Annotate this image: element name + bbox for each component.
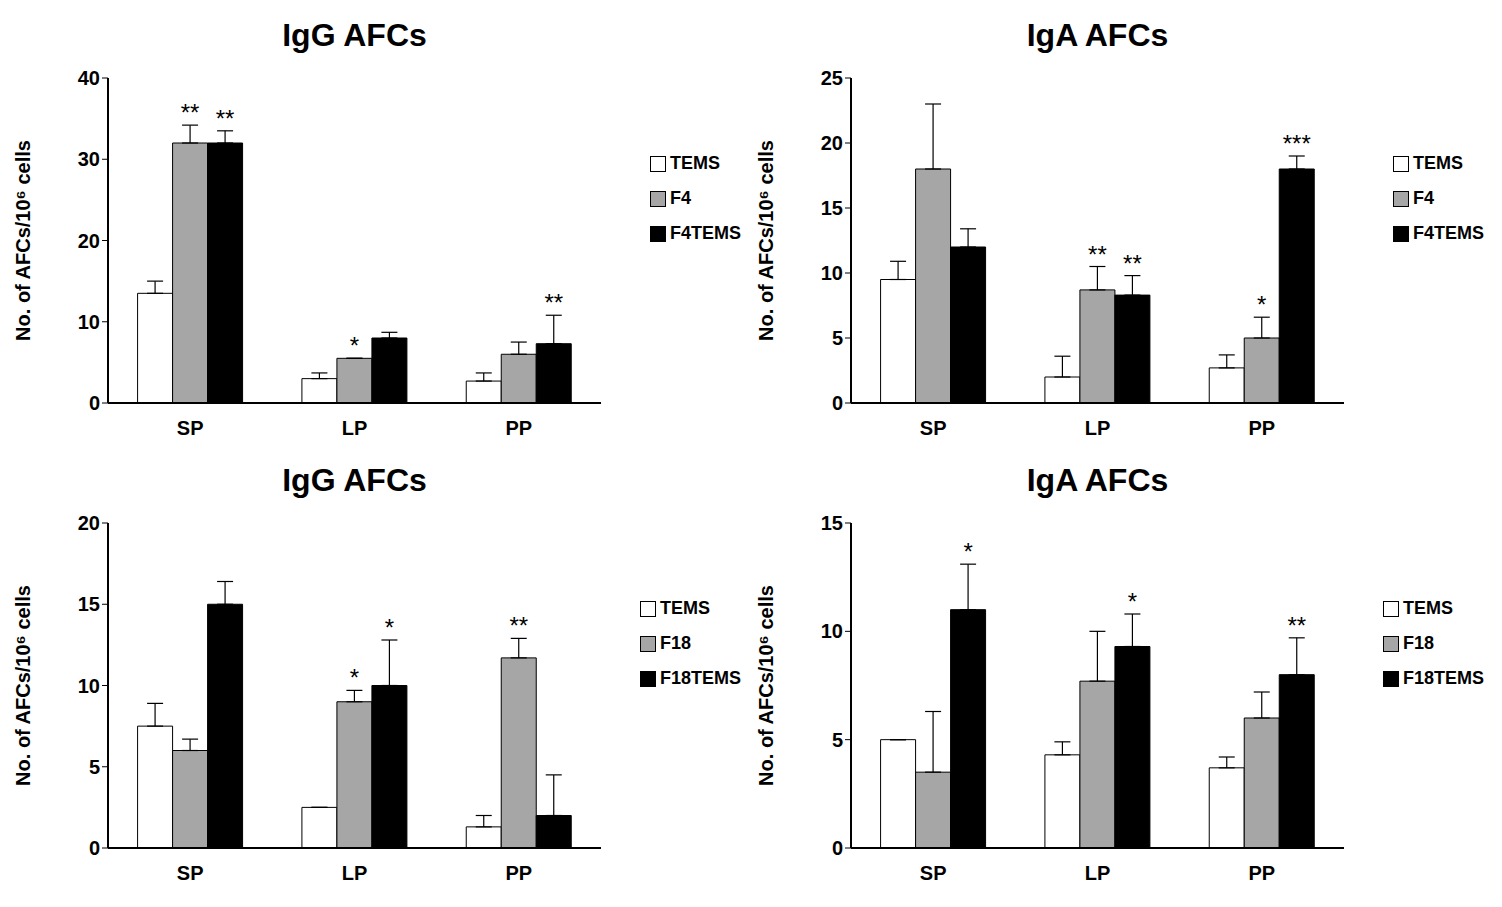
svg-text:SP: SP (920, 417, 947, 439)
svg-text:0: 0 (832, 837, 843, 859)
svg-text:10: 10 (78, 311, 100, 333)
html-text:F4TEMS: F4TEMS (1413, 223, 1484, 243)
svg-text:**: ** (544, 289, 563, 316)
svg-text:**: ** (509, 612, 528, 639)
svg-text:*: * (350, 332, 359, 359)
svg-text:No. of AFCs/10⁶ cells: No. of AFCs/10⁶ cells (12, 585, 34, 786)
svg-text:*: * (1128, 588, 1137, 615)
html-text:F18: F18 (1403, 633, 1434, 653)
svg-text:No. of AFCs/10⁶ cells: No. of AFCs/10⁶ cells (12, 140, 34, 341)
svg-text:*: * (963, 538, 972, 565)
svg-text:***: *** (1283, 130, 1311, 157)
svg-text:30: 30 (78, 148, 100, 170)
svg-text:SP: SP (177, 862, 204, 884)
svg-text:10: 10 (78, 675, 100, 697)
html-text:F4TEMS: F4TEMS (670, 223, 741, 243)
svg-text:SP: SP (920, 862, 947, 884)
svg-text:PP: PP (1248, 417, 1275, 439)
svg-text:LP: LP (1085, 417, 1111, 439)
html-text:IgG AFCs: IgG AFCs (282, 17, 427, 53)
svg-text:15: 15 (821, 197, 843, 219)
svg-text:No. of AFCs/10⁶ cells: No. of AFCs/10⁶ cells (755, 140, 777, 341)
svg-text:*: * (1257, 291, 1266, 318)
svg-text:40: 40 (78, 67, 100, 89)
svg-text:0: 0 (832, 392, 843, 414)
svg-text:5: 5 (832, 729, 843, 751)
svg-text:**: ** (1088, 241, 1107, 268)
svg-text:SP: SP (177, 417, 204, 439)
svg-text:No. of AFCs/10⁶ cells: No. of AFCs/10⁶ cells (755, 585, 777, 786)
svg-text:LP: LP (342, 417, 368, 439)
html-text:IgA AFCs: IgA AFCs (1026, 462, 1169, 498)
svg-text:**: ** (216, 105, 235, 132)
svg-text:**: ** (181, 99, 200, 126)
svg-text:LP: LP (1085, 862, 1111, 884)
svg-text:10: 10 (821, 620, 843, 642)
html-text:F4: F4 (1413, 188, 1434, 208)
svg-text:*: * (350, 664, 359, 691)
svg-text:20: 20 (78, 230, 100, 252)
html-text:IgG AFCs: IgG AFCs (282, 462, 427, 498)
html-text:TEMS: TEMS (670, 153, 720, 173)
svg-text:5: 5 (89, 756, 100, 778)
svg-text:20: 20 (78, 512, 100, 534)
svg-text:PP: PP (505, 417, 532, 439)
svg-text:*: * (385, 614, 394, 641)
svg-text:LP: LP (342, 862, 368, 884)
html-text:IgA AFCs: IgA AFCs (1026, 17, 1169, 53)
svg-text:0: 0 (89, 837, 100, 859)
html-text:F18: F18 (660, 633, 691, 653)
svg-text:5: 5 (832, 327, 843, 349)
svg-text:0: 0 (89, 392, 100, 414)
html-text:F18TEMS: F18TEMS (660, 668, 741, 688)
svg-text:10: 10 (821, 262, 843, 284)
html-text:TEMS: TEMS (660, 598, 710, 618)
html-text:F18TEMS: F18TEMS (1403, 668, 1484, 688)
html-text:F4: F4 (670, 188, 691, 208)
svg-text:15: 15 (821, 512, 843, 534)
svg-text:15: 15 (78, 593, 100, 615)
html-text:TEMS: TEMS (1403, 598, 1453, 618)
svg-text:PP: PP (505, 862, 532, 884)
svg-text:25: 25 (821, 67, 843, 89)
svg-text:PP: PP (1248, 862, 1275, 884)
svg-text:20: 20 (821, 132, 843, 154)
html-text:TEMS: TEMS (1413, 153, 1463, 173)
svg-text:**: ** (1287, 612, 1306, 639)
svg-text:**: ** (1123, 250, 1142, 277)
